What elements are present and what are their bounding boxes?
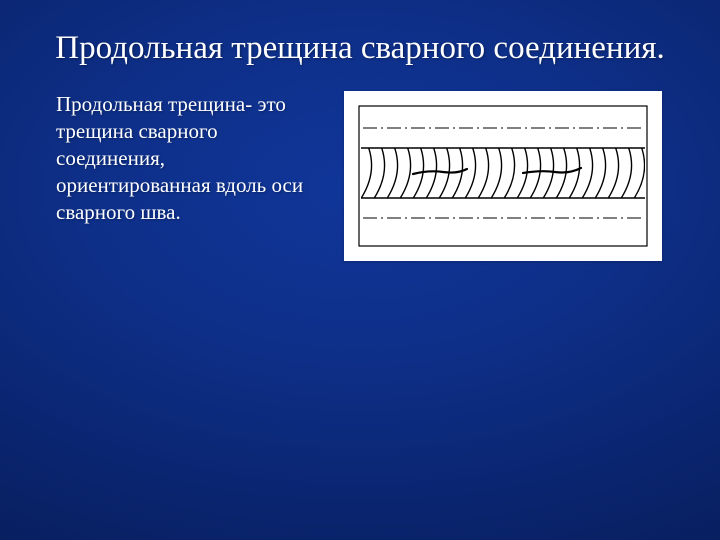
slide-title: Продольная трещина сварного соединения. (0, 0, 720, 69)
slide-content: Продольная трещина- это трещина сварного… (0, 69, 720, 261)
definition-paragraph: Продольная трещина- это трещина сварного… (56, 91, 316, 261)
weld-crack-figure (344, 91, 662, 261)
weld-crack-svg (353, 100, 653, 252)
figure-column (344, 91, 662, 261)
